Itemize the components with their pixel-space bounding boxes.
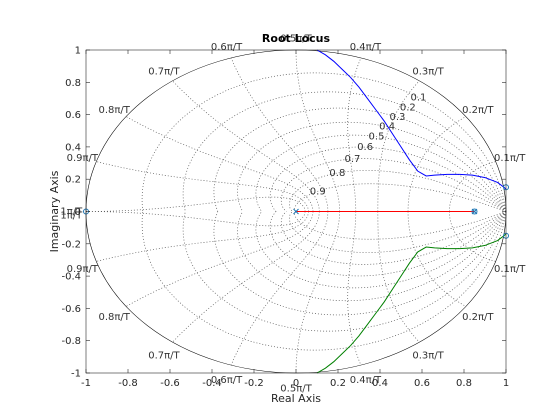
frequency-label: 1π/T: [60, 207, 83, 218]
frequency-curve: [377, 80, 420, 212]
frequency-label: 0.6π/T: [211, 375, 243, 386]
x-axis-title: Real Axis: [271, 392, 321, 405]
frequency-label: 0.2π/T: [462, 312, 494, 323]
frequency-curve: [172, 211, 320, 343]
frequency-label: 0.4π/T: [350, 375, 382, 386]
frequency-label: 0.6π/T: [211, 42, 243, 53]
pole-marker: [471, 208, 478, 215]
frequency-curve: [230, 57, 329, 212]
z-plane-grid: [85, 49, 507, 374]
damping-label: 0.3: [390, 112, 406, 123]
frequency-label: 0.3π/T: [412, 67, 444, 78]
frequency-curve: [125, 116, 314, 212]
y-tick-label: -1: [71, 369, 81, 380]
damping-label: 0.2: [400, 102, 416, 113]
y-tick-label: 0.6: [65, 110, 81, 121]
frequency-curve: [85, 196, 306, 212]
damping-label: 0.4: [379, 122, 395, 133]
frequency-curve: [172, 80, 320, 212]
frequency-label: 0.3π/T: [412, 350, 444, 361]
frequency-label: 0.9π/T: [67, 264, 99, 275]
frequency-curve: [96, 161, 309, 212]
y-tick-label: 0.4: [65, 142, 81, 153]
y-axis-title: Imaginary Axis: [48, 170, 61, 252]
y-tick-label: -0.2: [61, 239, 81, 250]
damping-label: 0.1: [411, 93, 427, 104]
frequency-curve: [407, 211, 467, 307]
x-tick-label: 0.6: [414, 378, 430, 389]
x-tick-label: -0.2: [244, 378, 264, 389]
damping-label: 0.6: [357, 142, 373, 153]
locus-branch: [316, 233, 507, 374]
x-tick-label: -1: [81, 378, 91, 389]
frequency-label: 0.4π/T: [350, 42, 382, 53]
y-tick-label: -0.6: [61, 304, 81, 315]
axis-ticks: -1 -0.8 -0.6 -0.4 -0.2 0 0.2 0.4 0.6 0.8 1 -1 -0.8 -0…: [61, 46, 509, 390]
frequency-label: 0.8π/T: [99, 105, 131, 116]
frequency-label: 0.1π/T: [494, 153, 526, 164]
grid-labels: 0.10.20.30.40.50.60.70.80.90.1π/T0.1π/T0…: [60, 34, 526, 395]
chart-title: Root Locus: [262, 32, 331, 45]
frequency-curve: [449, 161, 496, 212]
damping-curve: [182, 211, 507, 332]
x-tick-label: -0.4: [202, 378, 222, 389]
frequency-label: 0.7π/T: [148, 350, 180, 361]
frequency-curve: [377, 211, 420, 343]
y-tick-label: -0.8: [61, 336, 81, 347]
pole-marker: [293, 208, 299, 215]
x-tick-label: -0.8: [118, 378, 138, 389]
damping-curve: [213, 107, 507, 212]
frequency-label: 0.5π/T: [280, 34, 312, 45]
frequency-label: 0.7π/T: [148, 67, 180, 78]
x-tick-label: 0: [293, 378, 299, 389]
damping-curve: [280, 211, 507, 265]
y-tick-label: 0.8: [65, 78, 81, 89]
damping-label: 0.5: [369, 132, 385, 143]
frequency-curve: [96, 211, 309, 262]
damping-curve: [289, 211, 507, 253]
frequency-curve: [347, 57, 362, 212]
x-tick-label: 1: [503, 378, 509, 389]
y-tick-label: 1: [75, 46, 81, 57]
frequency-label: 0.2π/T: [462, 105, 494, 116]
damping-label: 0.7: [345, 154, 361, 165]
damping-curve: [289, 170, 507, 212]
zero-marker: [471, 208, 478, 215]
frequency-curve: [347, 211, 362, 366]
frequency-label: 0.8π/T: [99, 312, 131, 323]
frequency-curve: [125, 211, 314, 307]
y-tick-label: -0.4: [61, 272, 81, 283]
x-tick-label: 0.4: [372, 378, 388, 389]
frequency-label: 0.9π/T: [67, 153, 99, 164]
frequency-curve: [85, 211, 306, 227]
frequency-curve: [230, 211, 329, 366]
x-tick-label: 0.8: [456, 378, 472, 389]
locus-branches: [296, 49, 507, 374]
frequency-label: 1π/T: [60, 211, 83, 222]
frequency-curve: [407, 116, 467, 212]
frequency-curve: [449, 211, 496, 262]
x-tick-label: 0.2: [330, 378, 346, 389]
x-tick-label: -0.6: [160, 378, 180, 389]
y-tick-label: 0.2: [65, 175, 81, 186]
damping-curve: [182, 91, 507, 212]
locus-branch: [316, 49, 507, 190]
y-tick-label: 0: [75, 207, 81, 218]
frequency-label: 0.1π/T: [494, 264, 526, 275]
plot-area: 0.10.20.30.40.50.60.70.80.90.1π/T0.1π/T0…: [60, 34, 526, 395]
damping-label: 0.8: [329, 168, 345, 179]
damping-curve: [280, 158, 507, 212]
damping-curve: [213, 211, 507, 316]
frequency-label: 0.5π/T: [280, 383, 312, 394]
damping-label: 0.9: [310, 186, 326, 197]
